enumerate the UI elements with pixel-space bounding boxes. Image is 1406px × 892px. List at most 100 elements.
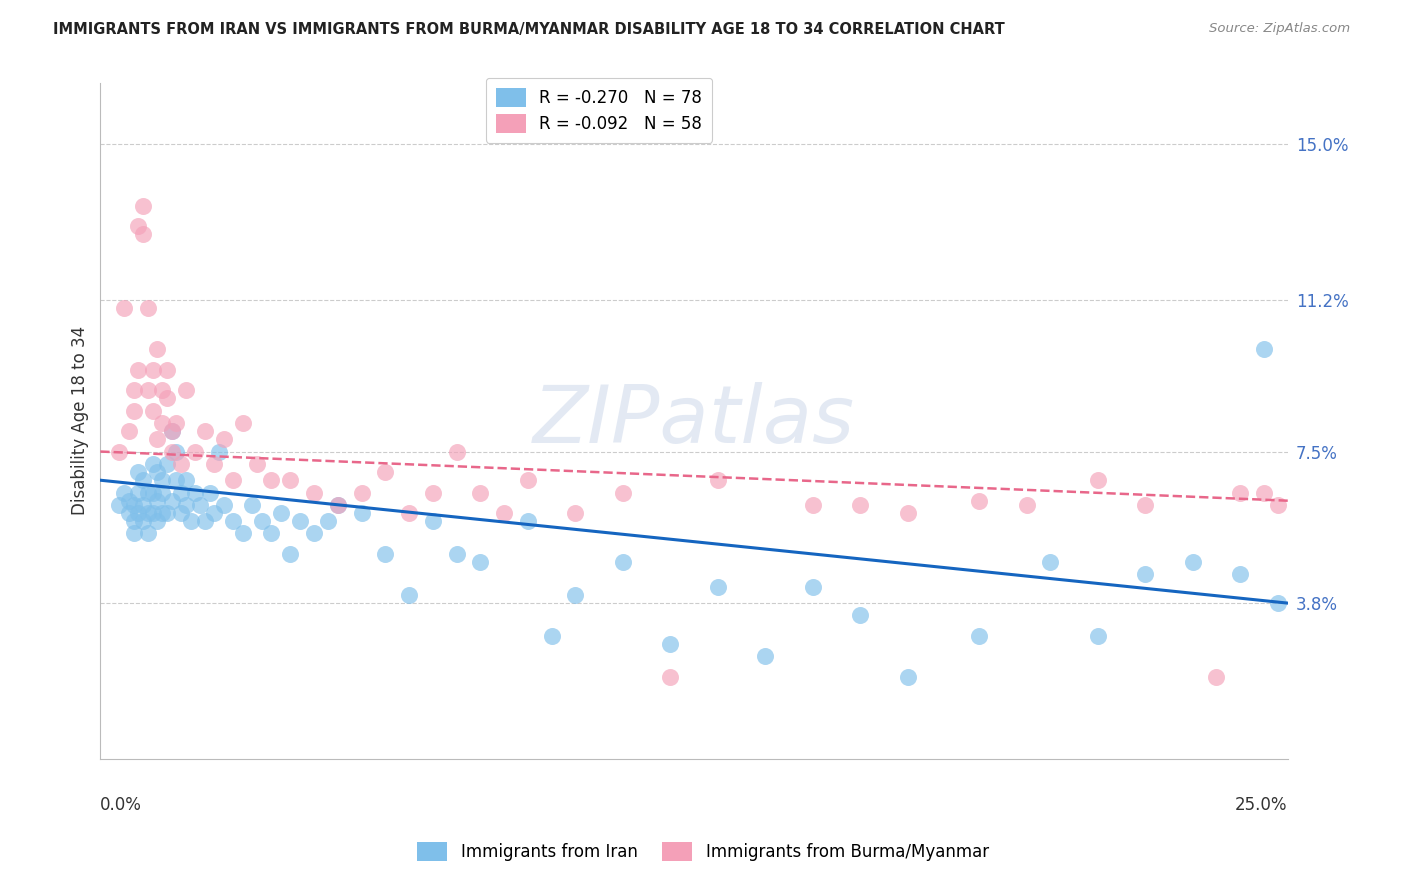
Point bbox=[127, 219, 149, 234]
Point bbox=[142, 485, 165, 500]
Legend: Immigrants from Iran, Immigrants from Burma/Myanmar: Immigrants from Iran, Immigrants from Bu… bbox=[411, 835, 995, 868]
Point bbox=[849, 608, 872, 623]
Point bbox=[422, 514, 444, 528]
Point bbox=[184, 444, 207, 458]
Point bbox=[156, 392, 179, 406]
Point bbox=[174, 473, 197, 487]
Point bbox=[150, 473, 173, 487]
Point bbox=[232, 526, 254, 541]
Point bbox=[470, 485, 492, 500]
Point bbox=[564, 588, 586, 602]
Point bbox=[122, 383, 145, 397]
Point bbox=[132, 473, 155, 487]
Point bbox=[180, 514, 202, 528]
Point bbox=[1205, 670, 1227, 684]
Point bbox=[150, 383, 173, 397]
Point bbox=[1229, 567, 1251, 582]
Point bbox=[127, 362, 149, 376]
Point bbox=[1253, 485, 1275, 500]
Point bbox=[222, 514, 245, 528]
Point bbox=[318, 514, 340, 528]
Point bbox=[374, 465, 396, 479]
Point bbox=[165, 416, 187, 430]
Point bbox=[165, 444, 187, 458]
Point bbox=[707, 473, 730, 487]
Legend: R = -0.270   N = 78, R = -0.092   N = 58: R = -0.270 N = 78, R = -0.092 N = 58 bbox=[486, 78, 713, 143]
Point bbox=[212, 498, 235, 512]
Point bbox=[208, 444, 231, 458]
Text: Source: ZipAtlas.com: Source: ZipAtlas.com bbox=[1209, 22, 1350, 36]
Point bbox=[494, 506, 516, 520]
Point bbox=[446, 547, 468, 561]
Point bbox=[246, 457, 269, 471]
Point bbox=[1039, 555, 1062, 569]
Point bbox=[350, 506, 373, 520]
Point bbox=[156, 457, 179, 471]
Point bbox=[142, 403, 165, 417]
Point bbox=[146, 493, 169, 508]
Point bbox=[516, 514, 538, 528]
Point bbox=[1087, 473, 1109, 487]
Point bbox=[278, 473, 301, 487]
Point bbox=[174, 498, 197, 512]
Point bbox=[156, 362, 179, 376]
Point bbox=[1135, 498, 1157, 512]
Point bbox=[967, 629, 990, 643]
Point bbox=[212, 432, 235, 446]
Point bbox=[326, 498, 349, 512]
Point bbox=[250, 514, 273, 528]
Point bbox=[202, 506, 225, 520]
Point bbox=[150, 416, 173, 430]
Point bbox=[564, 506, 586, 520]
Point bbox=[470, 555, 492, 569]
Point bbox=[146, 514, 169, 528]
Point bbox=[188, 498, 211, 512]
Point bbox=[108, 444, 131, 458]
Point bbox=[170, 485, 193, 500]
Point bbox=[1253, 342, 1275, 356]
Point bbox=[150, 485, 173, 500]
Point bbox=[659, 637, 682, 651]
Point bbox=[122, 403, 145, 417]
Point bbox=[302, 485, 325, 500]
Point bbox=[516, 473, 538, 487]
Point bbox=[160, 424, 183, 438]
Point bbox=[612, 555, 634, 569]
Text: 0.0%: 0.0% bbox=[100, 796, 142, 814]
Point bbox=[707, 580, 730, 594]
Point bbox=[127, 465, 149, 479]
Point bbox=[270, 506, 292, 520]
Point bbox=[260, 473, 283, 487]
Point bbox=[170, 506, 193, 520]
Point bbox=[184, 485, 207, 500]
Text: 25.0%: 25.0% bbox=[1236, 796, 1288, 814]
Point bbox=[136, 506, 159, 520]
Point bbox=[136, 485, 159, 500]
Point bbox=[122, 498, 145, 512]
Point bbox=[1181, 555, 1204, 569]
Point bbox=[108, 498, 131, 512]
Point bbox=[136, 301, 159, 315]
Point bbox=[127, 485, 149, 500]
Point bbox=[160, 493, 183, 508]
Point bbox=[1087, 629, 1109, 643]
Point bbox=[170, 457, 193, 471]
Point bbox=[132, 199, 155, 213]
Point bbox=[132, 227, 155, 242]
Point bbox=[374, 547, 396, 561]
Point bbox=[232, 416, 254, 430]
Point bbox=[422, 485, 444, 500]
Point bbox=[174, 383, 197, 397]
Point bbox=[165, 473, 187, 487]
Point bbox=[146, 342, 169, 356]
Point bbox=[1267, 498, 1289, 512]
Point bbox=[754, 649, 776, 664]
Point bbox=[897, 670, 920, 684]
Point bbox=[118, 424, 141, 438]
Point bbox=[801, 498, 824, 512]
Point bbox=[1015, 498, 1038, 512]
Point bbox=[1135, 567, 1157, 582]
Text: IMMIGRANTS FROM IRAN VS IMMIGRANTS FROM BURMA/MYANMAR DISABILITY AGE 18 TO 34 CO: IMMIGRANTS FROM IRAN VS IMMIGRANTS FROM … bbox=[53, 22, 1005, 37]
Point bbox=[132, 498, 155, 512]
Point bbox=[122, 514, 145, 528]
